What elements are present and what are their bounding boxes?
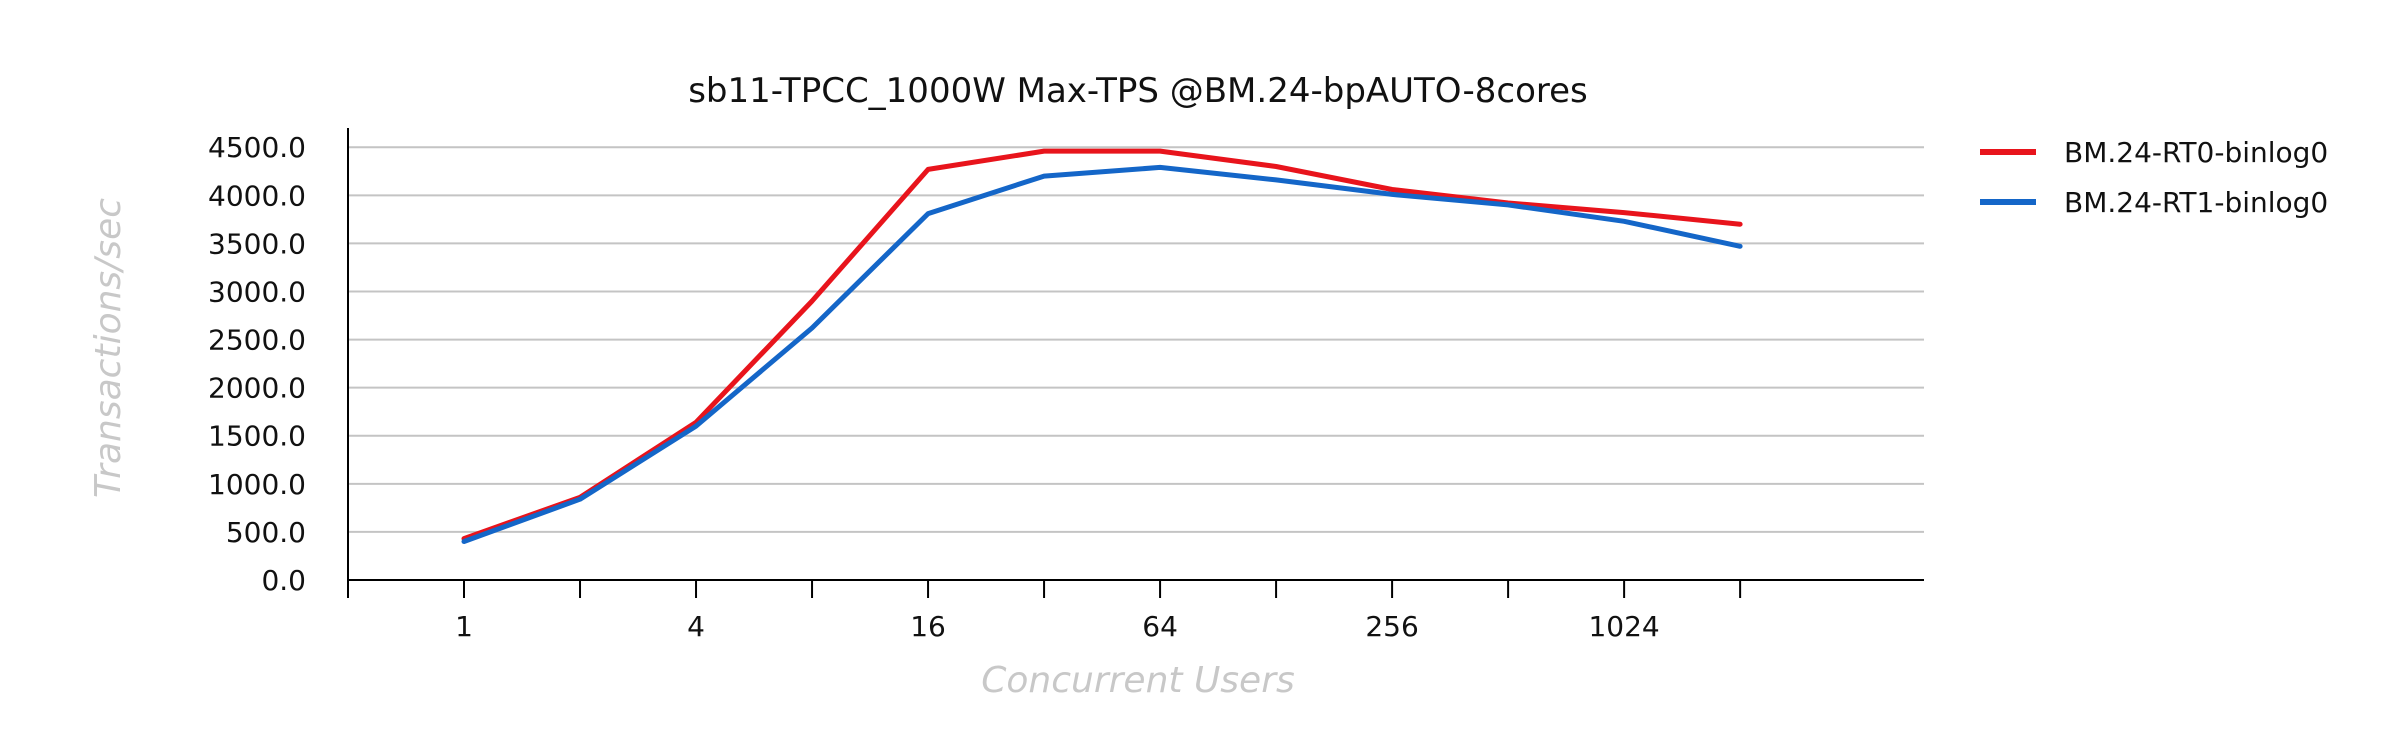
y-tick-label: 2000.0: [208, 372, 306, 405]
y-tick-label: 4500.0: [208, 131, 306, 164]
series-line: [461, 148, 1743, 542]
x-tick-label: 4: [687, 610, 705, 643]
y-axis-title: Transactions/sec: [88, 198, 129, 498]
y-tick-label: 500.0: [226, 516, 306, 549]
y-tick-label: 1500.0: [208, 420, 306, 453]
y-tick-label: 3500.0: [208, 227, 306, 260]
legend-label: BM.24-RT0-binlog0: [2064, 136, 2328, 169]
x-tick-label: 1024: [1588, 610, 1659, 643]
x-tick-label: 16: [910, 610, 946, 643]
y-tick-label: 0.0: [261, 564, 306, 597]
gridlines: [348, 146, 1924, 533]
legend: BM.24-RT0-binlog0 BM.24-RT1-binlog0: [1980, 136, 2328, 219]
y-tick-label: 2500.0: [208, 324, 306, 357]
chart-title: sb11-TPCC_1000W Max-TPS @BM.24-bpAUTO-8c…: [688, 71, 1588, 111]
legend-label: BM.24-RT1-binlog0: [2064, 186, 2328, 219]
x-tick-label: 64: [1142, 610, 1178, 643]
x-axis-title: Concurrent Users: [981, 660, 1295, 701]
x-tick-label: 256: [1365, 610, 1418, 643]
y-tick-labels: 0.0 500.0 1000.0 1500.0 2000.0 2500.0 3000.0 35…: [208, 131, 306, 597]
series-line: [461, 164, 1743, 544]
x-tick-labels: 1 4 16 64 256 1024: [455, 610, 1660, 643]
y-tick-label: 1000.0: [208, 468, 306, 501]
y-tick-label: 3000.0: [208, 275, 306, 308]
axes: [347, 128, 1924, 598]
y-tick-label: 4000.0: [208, 179, 306, 212]
series-lines: [461, 148, 1743, 544]
x-tick-label: 1: [455, 610, 473, 643]
